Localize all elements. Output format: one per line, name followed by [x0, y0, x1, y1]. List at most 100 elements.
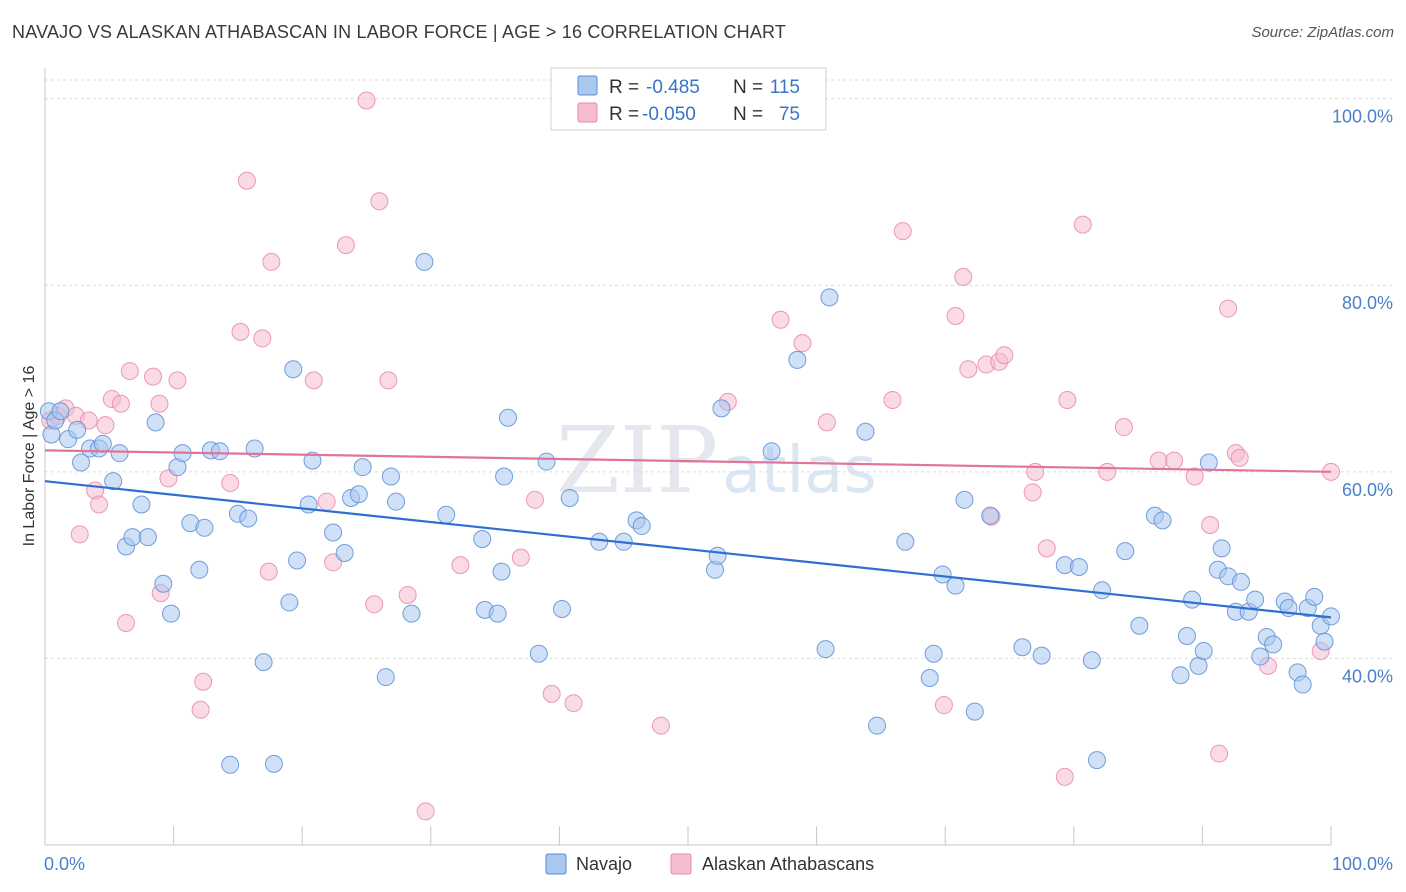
point-alaskan-23	[253, 329, 272, 348]
point-alaskan-33	[379, 371, 398, 390]
point-navajo-46	[415, 252, 434, 271]
point-navajo-105	[1264, 635, 1283, 654]
point-navajo-94	[1194, 641, 1213, 660]
point-navajo-71	[896, 532, 915, 551]
point-navajo-34	[288, 551, 307, 570]
point-navajo-77	[965, 702, 984, 721]
point-navajo-50	[488, 604, 507, 623]
point-alaskan-45	[817, 413, 836, 432]
point-navajo-32	[280, 593, 299, 612]
point-alaskan-55	[995, 346, 1014, 365]
y-tick-label-80: 80.0%	[1342, 293, 1393, 313]
point-navajo-47	[437, 505, 456, 524]
legend-swatch-navajo	[577, 75, 598, 96]
point-alaskan-67	[1201, 516, 1220, 535]
point-navajo-68	[820, 288, 839, 307]
point-navajo-26	[221, 755, 240, 774]
point-navajo-67	[816, 640, 835, 659]
bottom-legend-swatch-alaskan	[670, 853, 692, 875]
y-tick-label-40: 40.0%	[1342, 666, 1393, 686]
point-navajo-57	[560, 488, 579, 507]
point-alaskan-7	[90, 495, 109, 514]
point-alaskan-68	[1210, 744, 1229, 763]
trend-line-alaskan	[44, 449, 1332, 473]
legend-n-value-navajo: 115	[770, 77, 800, 98]
point-navajo-87	[1130, 616, 1149, 635]
legend: R = -0.485 N = 115 R = -0.050 N = 75	[550, 67, 827, 131]
point-alaskan-21	[231, 322, 250, 341]
y-axis-label: In Labor Force | Age > 16	[21, 366, 38, 547]
point-alaskan-36	[451, 556, 470, 575]
point-alaskan-27	[317, 492, 336, 511]
point-alaskan-62	[1098, 462, 1117, 481]
point-alaskan-56	[1023, 483, 1042, 502]
point-alaskan-49	[946, 307, 965, 326]
point-navajo-102	[1246, 590, 1265, 609]
point-navajo-90	[1171, 666, 1190, 685]
point-navajo-109	[1293, 675, 1312, 694]
point-navajo-95	[1199, 453, 1218, 472]
series-alaskan-athabascans	[41, 91, 1340, 821]
point-alaskan-8	[96, 416, 115, 435]
point-navajo-5	[68, 420, 87, 439]
legend-r-value-navajo: -0.485	[646, 77, 700, 98]
point-alaskan-51	[959, 360, 978, 379]
point-navajo-14	[132, 495, 151, 514]
point-navajo-36	[303, 451, 322, 470]
point-navajo-63	[708, 546, 727, 565]
point-alaskan-48	[934, 696, 953, 715]
point-navajo-11	[110, 444, 129, 463]
legend-n-label-navajo: N =	[733, 77, 763, 98]
point-navajo-44	[387, 492, 406, 511]
point-alaskan-26	[304, 371, 323, 390]
point-navajo-76	[955, 490, 974, 509]
point-navajo-28	[239, 509, 258, 528]
x-tick-label-min: 0.0%	[44, 854, 85, 874]
point-navajo-54	[529, 644, 548, 663]
point-navajo-91	[1177, 627, 1196, 646]
point-alaskan-4	[70, 525, 89, 544]
bottom-legend-label-alaskan: Alaskan Athabascans	[702, 854, 874, 874]
point-navajo-25	[210, 442, 229, 461]
point-navajo-97	[1212, 539, 1231, 558]
legend-swatch-alaskan	[577, 102, 598, 123]
point-navajo-75	[946, 576, 965, 595]
y-tick-labels: 40.0% 60.0% 80.0% 100.0%	[1332, 107, 1393, 687]
point-alaskan-64	[1149, 451, 1168, 470]
point-navajo-51	[492, 562, 511, 581]
point-alaskan-43	[771, 310, 790, 329]
x-tick-label-max: 100.0%	[1332, 854, 1393, 874]
watermark-atlas: atlas	[722, 434, 877, 508]
point-navajo-111	[1305, 587, 1324, 606]
point-navajo-40	[349, 485, 368, 504]
point-navajo-78	[981, 506, 1000, 525]
point-navajo-93	[1189, 656, 1208, 675]
point-alaskan-35	[416, 802, 435, 821]
legend-n-value-alaskan: 75	[779, 104, 800, 125]
point-navajo-38	[335, 543, 354, 562]
point-alaskan-40	[564, 694, 583, 713]
source-label: Source: ZipAtlas.com	[1251, 24, 1394, 41]
point-alaskan-63	[1114, 418, 1133, 437]
point-alaskan-58	[1037, 539, 1056, 558]
point-navajo-43	[381, 467, 400, 486]
point-alaskan-32	[370, 192, 389, 211]
legend-n-label-alaskan: N =	[733, 104, 763, 125]
point-navajo-113	[1315, 632, 1334, 651]
point-alaskan-34	[398, 585, 417, 604]
point-alaskan-44	[793, 334, 812, 353]
y-tick-label-60: 60.0%	[1342, 480, 1393, 500]
point-navajo-86	[1116, 542, 1135, 561]
point-alaskan-60	[1058, 390, 1077, 409]
point-alaskan-50	[954, 267, 973, 286]
legend-r-label-navajo: R =	[609, 77, 639, 98]
point-navajo-100	[1231, 572, 1250, 591]
point-alaskan-24	[259, 562, 278, 581]
point-navajo-103	[1251, 647, 1270, 666]
point-navajo-55	[537, 452, 556, 471]
point-navajo-61	[632, 516, 651, 535]
chart-title: NAVAJO VS ALASKAN ATHABASCAN IN LABOR FO…	[12, 22, 787, 42]
trend-line-navajo	[44, 480, 1332, 619]
point-alaskan-13	[144, 367, 163, 386]
point-alaskan-59	[1055, 767, 1074, 786]
